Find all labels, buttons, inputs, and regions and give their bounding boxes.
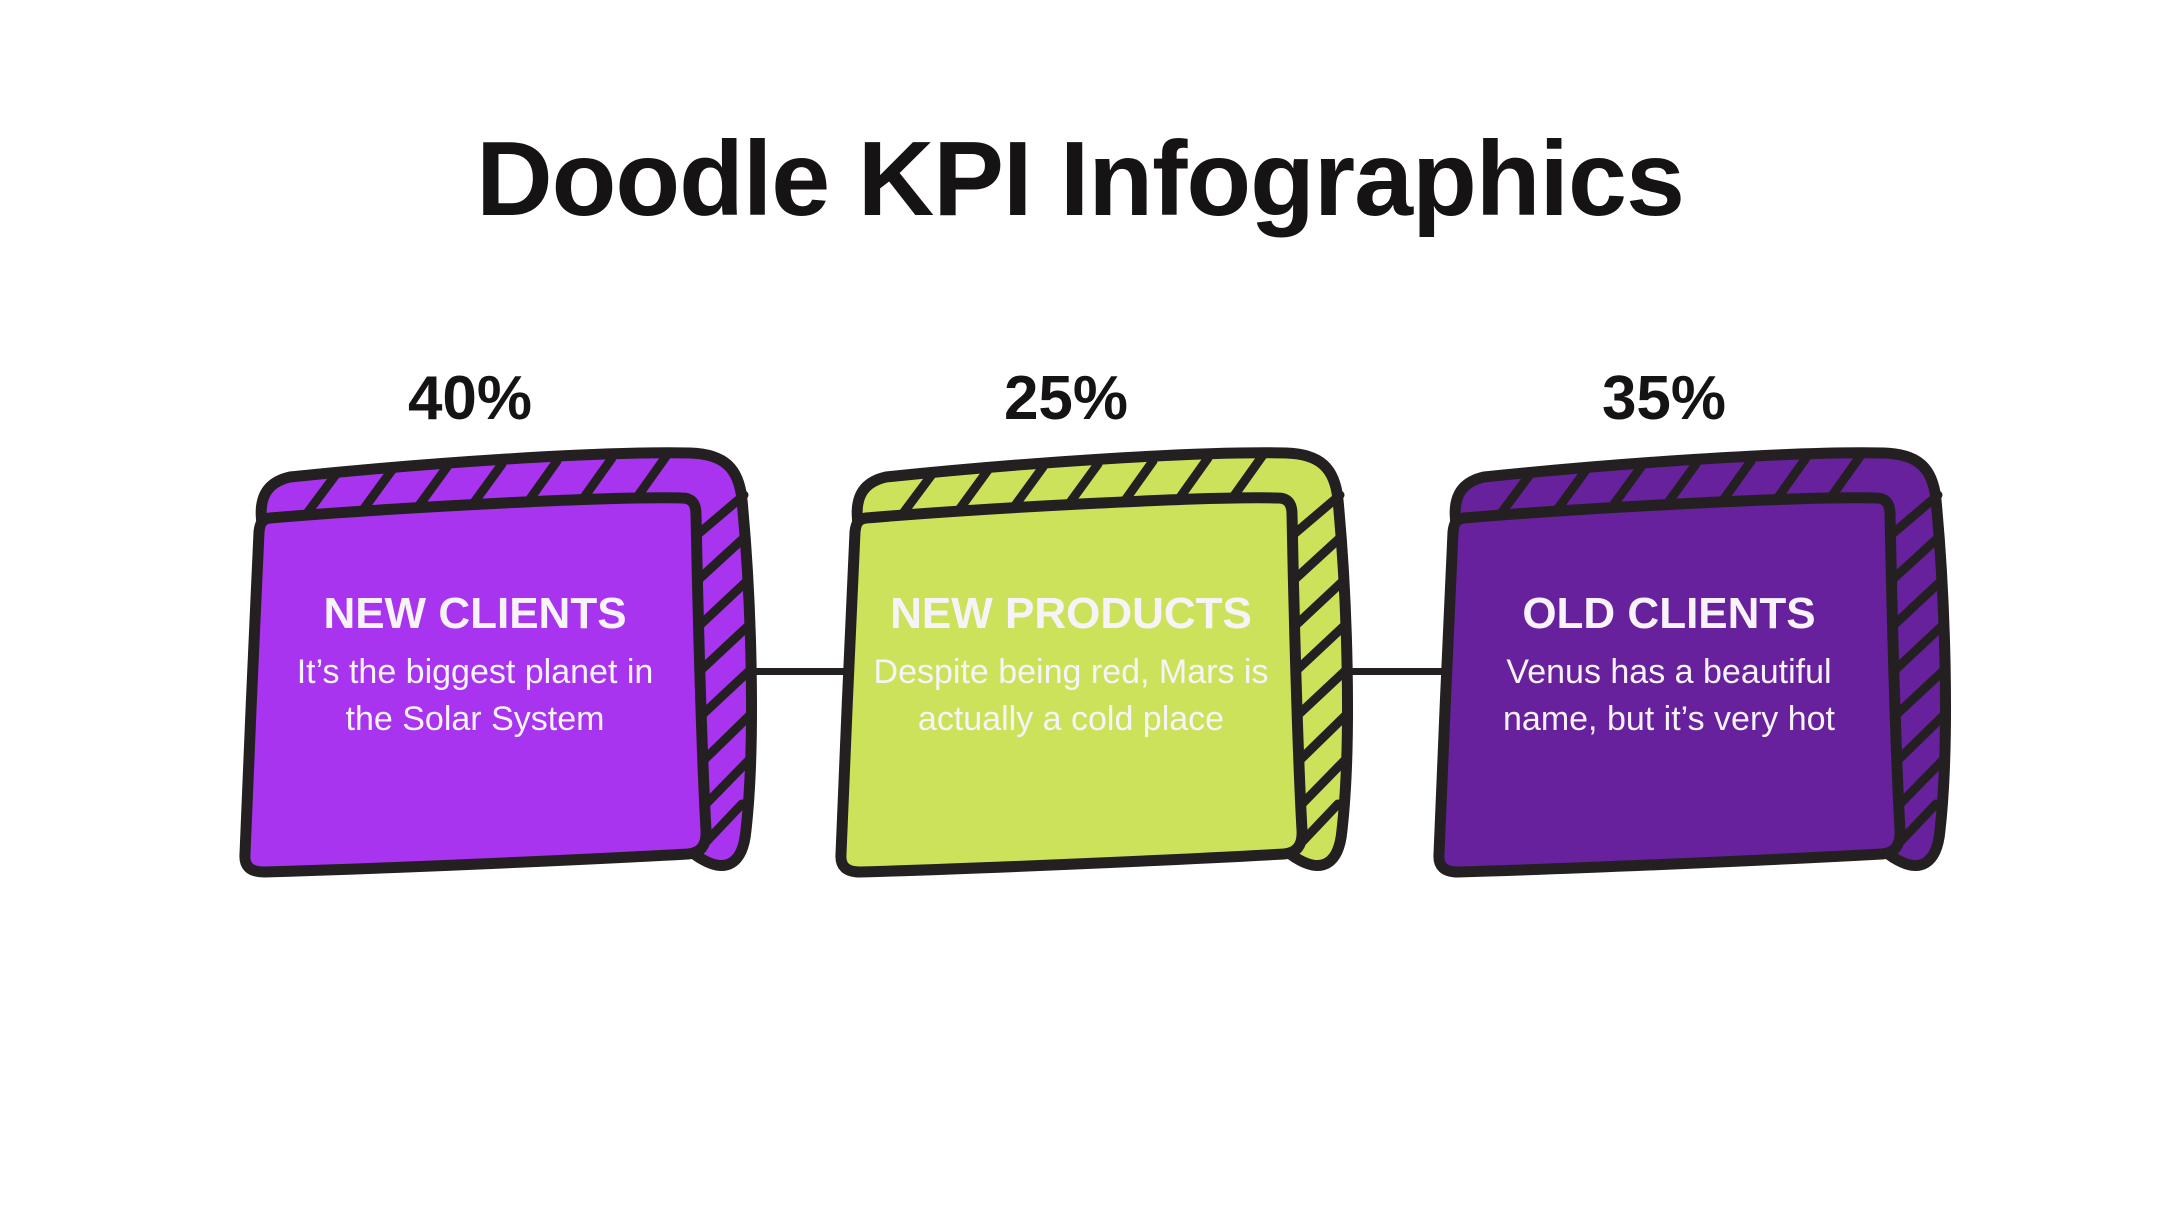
kpi-card-new-clients: 40% NEW CLIENTS It’s the biggest planet …: [230, 366, 760, 910]
card-text-block: OLD CLIENTS Venus has a beautiful name, …: [1459, 510, 1879, 820]
doodle-box-graphic: [239, 447, 757, 878]
card-title: NEW CLIENTS: [323, 589, 627, 638]
card-title: NEW PRODUCTS: [890, 589, 1252, 638]
doodle-box-graphic: [1433, 447, 1951, 878]
kpi-card-old-clients: 35% OLD CLIENTS Venus has a beautiful na…: [1424, 366, 1954, 910]
card-text-block: NEW CLIENTS It’s the biggest planet in t…: [265, 510, 685, 820]
page-title: Doodle KPI Infographics: [476, 120, 1685, 239]
doodle-face: [835, 492, 1308, 878]
connector-line: [1338, 668, 1452, 675]
card-title: OLD CLIENTS: [1522, 589, 1816, 638]
kpi-card-new-products: 25% NEW PRODUCTS Despite being red, Mars…: [826, 366, 1356, 910]
kpi-value: 25%: [1003, 364, 1129, 433]
card-description: It’s the biggest planet in the Solar Sys…: [296, 653, 654, 738]
doodle-face: [1433, 492, 1906, 878]
doodle-box-graphic: [835, 447, 1353, 878]
kpi-value: 40%: [407, 364, 533, 433]
card-description: Venus has a beautiful name, but it’s ver…: [1503, 653, 1835, 738]
doodle-hatch-lines: [300, 450, 754, 847]
doodle-hatch-lines: [896, 450, 1350, 847]
connector-line: [734, 668, 848, 675]
card-text-block: NEW PRODUCTS Despite being red, Mars is …: [861, 510, 1281, 820]
kpi-value: 35%: [1601, 364, 1727, 433]
doodle-hatch-lines: [1494, 450, 1948, 847]
card-description: Despite being red, Mars is actually a co…: [873, 653, 1269, 738]
doodle-face: [239, 492, 712, 878]
